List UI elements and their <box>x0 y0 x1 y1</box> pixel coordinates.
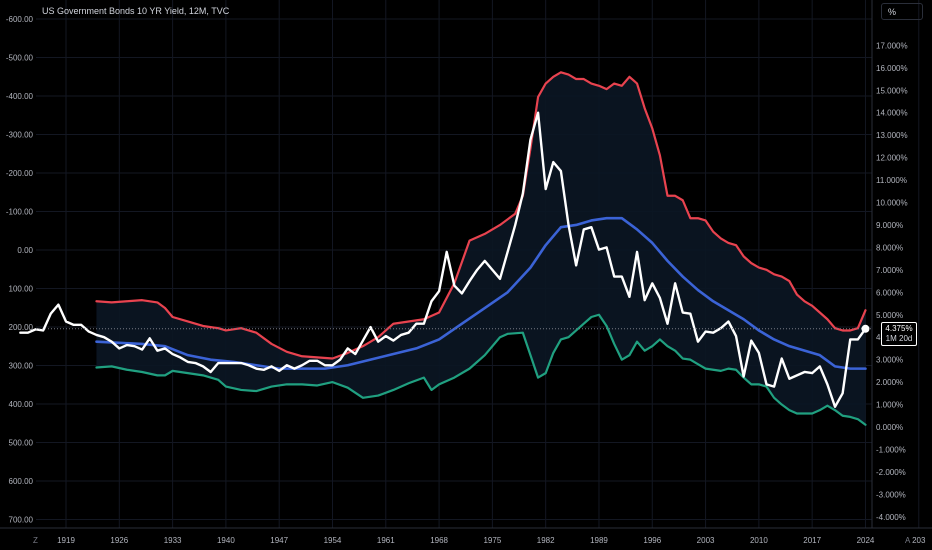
right-tick-label: -3.000% <box>876 490 906 499</box>
x-tick-label: 1919 <box>57 536 75 545</box>
right-tick-label: -4.000% <box>876 513 906 522</box>
left-tick-label: 700.00 <box>9 516 34 525</box>
right-tick-label: 9.000% <box>876 221 903 230</box>
upper-band-line <box>95 71 867 360</box>
x-tick-label: 1933 <box>164 536 182 545</box>
middle-band-line <box>95 216 867 370</box>
right-tick-label: 8.000% <box>876 243 903 252</box>
left-tick-label: -300.00 <box>6 131 34 140</box>
right-tick-label: 2.000% <box>876 378 903 387</box>
right-tick-label: 17.000% <box>876 41 908 50</box>
right-tick-label: -2.000% <box>876 468 906 477</box>
x-tick-label: 2024 <box>857 536 875 545</box>
last-point-marker <box>861 324 870 333</box>
left-tick-label: 400.00 <box>9 400 34 409</box>
left-tick-label: -400.00 <box>6 92 34 101</box>
right-tick-label: 3.000% <box>876 356 903 365</box>
x-tick-label: 203 <box>912 536 926 545</box>
yield-line <box>19 111 867 408</box>
right-tick-label: 14.000% <box>876 109 908 118</box>
left-tick-label: -200.00 <box>6 169 34 178</box>
auto-scale-icon[interactable]: A <box>905 536 911 545</box>
x-tick-label: 1989 <box>590 536 608 545</box>
right-tick-label: 12.000% <box>876 154 908 163</box>
channel-band <box>96 72 866 425</box>
bar-countdown: 1M 20d <box>885 333 913 343</box>
left-tick-label: 300.00 <box>9 362 34 371</box>
right-tick-label: 0.000% <box>876 423 903 432</box>
chart-title: US Government Bonds 10 YR Yield, 12M, TV… <box>42 6 230 16</box>
x-tick-label: 1968 <box>430 536 448 545</box>
zoom-reset-icon[interactable]: Z <box>33 536 38 545</box>
x-tick-label: 1954 <box>324 536 342 545</box>
x-tick-label: 1961 <box>377 536 395 545</box>
left-tick-label: 100.00 <box>9 285 34 294</box>
x-tick-label: 1996 <box>643 536 661 545</box>
x-tick-label: 1975 <box>483 536 501 545</box>
right-tick-label: 11.000% <box>876 176 907 185</box>
right-tick-label: 13.000% <box>876 131 908 140</box>
left-tick-label: -600.00 <box>6 15 34 24</box>
right-axis-ticks: 17.000% 16.000% 15.000% 14.000% 13.000% 12.00… <box>876 41 908 521</box>
x-axis-ticks: 1919 1926 1933 1940 1947 1954 1961 1968 1975 1982… <box>57 536 926 545</box>
left-tick-label: 600.00 <box>9 477 34 486</box>
left-tick-label: 0.00 <box>17 246 33 255</box>
series-lines <box>19 71 867 426</box>
x-tick-label: 1982 <box>537 536 555 545</box>
right-tick-label: 15.000% <box>876 86 908 95</box>
lower-band-line <box>95 313 867 426</box>
right-tick-label: 6.000% <box>876 288 903 297</box>
right-tick-label: 1.000% <box>876 401 903 410</box>
x-tick-label: 2017 <box>803 536 821 545</box>
current-price-value: 4.375% <box>885 323 913 333</box>
right-tick-label: 16.000% <box>876 64 908 73</box>
left-axis-ticks: -600.00 -500.00 -400.00 -300.00 -200.00 -100.… <box>6 15 34 525</box>
left-tick-label: 500.00 <box>9 439 34 448</box>
x-tick-label: 1947 <box>270 536 288 545</box>
left-tick-label: 200.00 <box>9 323 34 332</box>
left-tick-label: -500.00 <box>6 54 34 63</box>
x-tick-label: 1940 <box>217 536 235 545</box>
x-tick-label: 1926 <box>110 536 128 545</box>
left-tick-label: -100.00 <box>6 208 34 217</box>
right-tick-label: 10.000% <box>876 199 908 208</box>
current-price-tag: 4.375% 1M 20d <box>881 321 917 346</box>
right-tick-label: 7.000% <box>876 266 903 275</box>
right-tick-label: 5.000% <box>876 311 903 320</box>
x-tick-label: 2003 <box>697 536 715 545</box>
right-tick-label: -1.000% <box>876 445 906 454</box>
x-tick-label: 2010 <box>750 536 768 545</box>
percent-scale-button[interactable]: % <box>881 3 923 20</box>
